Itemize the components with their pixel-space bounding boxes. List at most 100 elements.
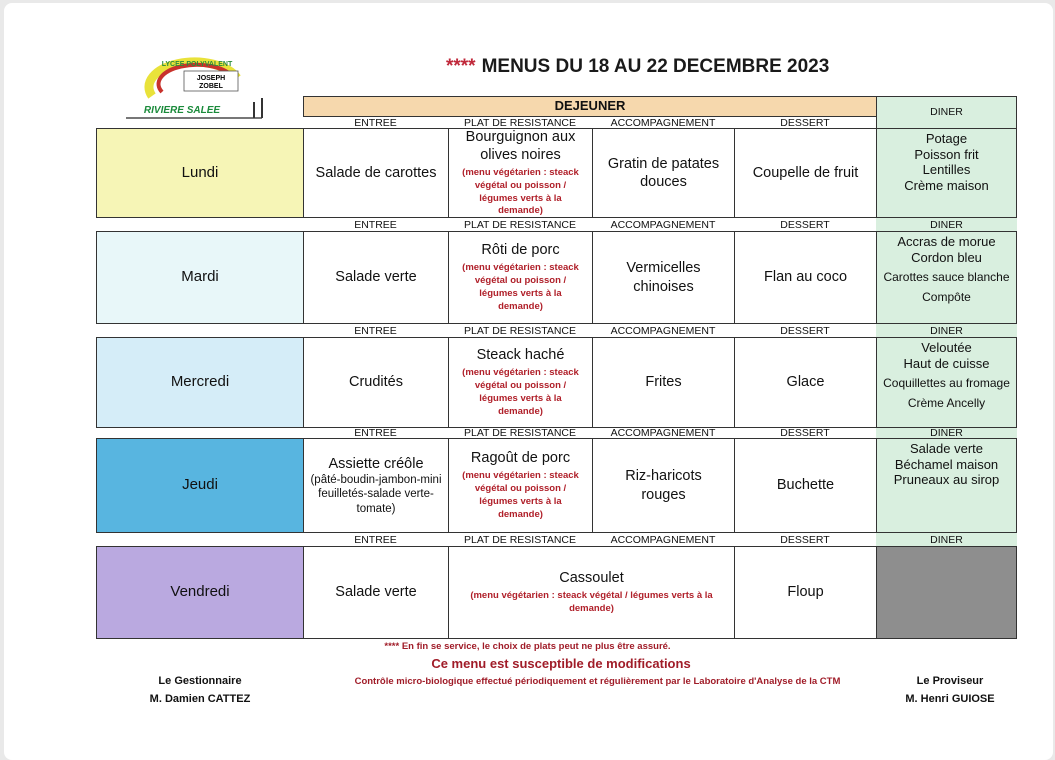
entree-dish: Assiette créôle — [328, 455, 424, 472]
accompagnement-dish: Frites — [645, 374, 682, 391]
plat-cell: Steack haché (menu végétarien : steack vé… — [448, 337, 593, 428]
diner-item: Veloutée — [921, 340, 972, 355]
dessert-dish: Floup — [787, 584, 824, 601]
column-header-dessert: DESSERT — [780, 324, 830, 337]
day-label: Lundi — [181, 163, 219, 181]
column-header-plat: PLAT DE RESISTANCE — [463, 116, 577, 129]
entree-cell: Assiette créôle (pâté-boudin-jambon-mini … — [303, 438, 449, 533]
accompagnement-dish: Riz-haricots rouges — [625, 468, 702, 503]
column-header-entree: ENTREE — [354, 116, 397, 129]
diner-item: Poisson frit — [914, 146, 979, 162]
control-notice: Contrôle micro-biologique effectué pério… — [354, 676, 841, 687]
page-title: **** MENUS DU 18 AU 22 DECEMBRE 2023 — [446, 56, 830, 77]
day-cell: Lundi — [96, 128, 304, 218]
column-header-dessert: DESSERT — [780, 218, 830, 231]
column-header-accompagnement: ACCOMPAGNEMENT — [610, 218, 716, 231]
diner-item: Compôte — [922, 289, 971, 304]
accompagnement-cell: Gratin de patates douces — [592, 128, 735, 218]
diner-item: Pruneaux au sirop — [893, 472, 1000, 488]
plat-dish: Steack haché — [476, 347, 565, 364]
vegetarian-note: (menu végétarien : steack végétal ou poi… — [462, 167, 579, 217]
day-cell: Mercredi — [96, 337, 304, 428]
column-header-entree: ENTREE — [354, 427, 397, 439]
accompagnement-cell: Riz-haricots rouges — [592, 438, 735, 533]
column-header-accompagnement: ACCOMPAGNEMENT — [610, 324, 716, 337]
column-header-accompagnement: ACCOMPAGNEMENT — [610, 116, 716, 129]
column-header-entree: ENTREE — [354, 324, 397, 337]
dejeuner-header: DEJEUNER — [303, 96, 877, 117]
day-cell: Jeudi — [96, 438, 304, 533]
plat-dish: Ragoût de porc — [470, 450, 571, 467]
column-header-diner: DINER — [876, 427, 1017, 439]
dessert-cell: Flan au coco — [734, 231, 877, 324]
signature-proviseur: Le Proviseur M. Henri GUIOSE — [905, 675, 995, 705]
signature-gestionnaire: Le Gestionnaire M. Damien CATTEZ — [149, 675, 251, 705]
column-header-dessert: DESSERT — [780, 533, 830, 546]
entree-dish: Salade verte — [335, 584, 417, 601]
diner-cell — [876, 546, 1017, 639]
svg-text:JOSEPH: JOSEPH — [197, 75, 225, 82]
diner-item: Crème Ancelly — [907, 395, 986, 410]
accompagnement-cell: Frites — [592, 337, 735, 428]
diner-item: Coquillettes au fromage — [883, 376, 1010, 391]
diner-item: Cordon bleu — [911, 249, 982, 265]
diner-cell: Veloutée Haut de cuisse Coquillettes au fr… — [876, 337, 1017, 428]
vegetarian-note: (menu végétarien : steack végétal ou poi… — [462, 470, 579, 520]
diner-item: Salade verte — [910, 441, 983, 456]
day-cell: Mardi — [96, 231, 304, 324]
diner-item: Crème maison — [904, 177, 989, 193]
svg-text:LYCEE POLYVALENT: LYCEE POLYVALENT — [162, 61, 233, 68]
service-warning: **** En fin se service, le choix de plat… — [384, 641, 671, 652]
diner-cell: Accras de morue Cordon bleu Carottes sauce… — [876, 231, 1017, 324]
column-header-diner: DINER — [876, 532, 1017, 547]
dessert-cell: Buchette — [734, 438, 877, 533]
day-label: Jeudi — [182, 476, 218, 494]
vegetarian-note: (menu végétarien : steack végétal ou poi… — [462, 262, 579, 312]
dessert-dish: Flan au coco — [763, 269, 848, 286]
day-label: Vendredi — [170, 583, 230, 601]
column-header-plat: PLAT DE RESISTANCE — [463, 324, 577, 337]
vegetarian-note: (menu végétarien : steack végétal ou poi… — [462, 367, 579, 417]
dessert-dish: Glace — [786, 374, 825, 391]
day-label: Mardi — [181, 268, 219, 286]
diner-item: Carottes sauce blanche — [883, 270, 1010, 285]
column-header-accompagnement: ACCOMPAGNEMENT — [610, 533, 716, 546]
column-header-entree: ENTREE — [354, 218, 397, 231]
diner-header: DINER — [876, 96, 1017, 129]
diner-item: Lentilles — [922, 162, 971, 178]
diner-item: Béchamel maison — [894, 456, 999, 472]
diner-cell: Potage Poisson frit Lentilles Crème maison — [876, 128, 1017, 218]
entree-dish: Salade de carottes — [315, 164, 437, 181]
plat-cell: Bourguignon aux olives noires (menu végét… — [448, 128, 593, 218]
school-logo: JOSEPH ZOBEL LYCEE POLYVALENT RIVIERE SA… — [122, 56, 272, 122]
diner-item: Accras de morue — [897, 234, 996, 249]
column-header-dessert: DESSERT — [780, 116, 830, 129]
diner-item: Haut de cuisse — [903, 355, 990, 371]
column-header-plat: PLAT DE RESISTANCE — [463, 218, 577, 231]
entree-dish: Crudités — [349, 374, 403, 391]
dessert-dish: Buchette — [776, 477, 835, 494]
vegetarian-note: (menu végétarien : steack végétal / légu… — [470, 590, 713, 615]
plat-dish: Cassoulet — [559, 570, 624, 587]
column-header-plat: PLAT DE RESISTANCE — [463, 533, 577, 546]
diner-item: Potage — [925, 131, 968, 146]
plat-dish: Rôti de porc — [481, 242, 560, 259]
dessert-cell: Glace — [734, 337, 877, 428]
entree-cell: Salade verte — [303, 231, 449, 324]
entree-cell: Salade verte — [303, 546, 449, 639]
column-header-diner: DINER — [876, 217, 1017, 232]
plat-cell: Cassoulet (menu végétarien : steack végét… — [448, 546, 735, 639]
entree-cell: Salade de carottes — [303, 128, 449, 218]
plat-cell: Ragoût de porc (menu végétarien : steack … — [448, 438, 593, 533]
plat-cell: Rôti de porc (menu végétarien : steack vé… — [448, 231, 593, 324]
day-label: Mercredi — [170, 373, 230, 391]
column-header-dessert: DESSERT — [780, 427, 830, 439]
entree-note: (pâté-boudin-jambon-mini feuilletés-sala… — [310, 474, 442, 515]
column-header-plat: PLAT DE RESISTANCE — [463, 427, 577, 439]
accompagnement-cell: Vermicelles chinoises — [592, 231, 735, 324]
entree-dish: Salade verte — [335, 269, 417, 286]
entree-cell: Crudités — [303, 337, 449, 428]
dessert-cell: Coupelle de fruit — [734, 128, 877, 218]
accompagnement-dish: Gratin de patates douces — [607, 155, 720, 190]
diner-cell: Salade verte Béchamel maison Pruneaux au s… — [876, 438, 1017, 533]
